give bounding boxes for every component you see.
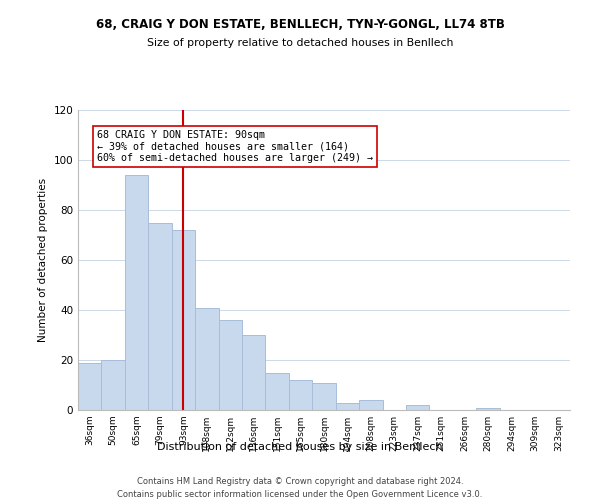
Bar (312, 382, 336, 410)
Bar (406, 405, 430, 410)
Bar (101, 360, 125, 410)
Bar (172, 230, 195, 410)
Bar (148, 222, 172, 410)
Text: 68, CRAIG Y DON ESTATE, BENLLECH, TYN-Y-GONGL, LL74 8TB: 68, CRAIG Y DON ESTATE, BENLLECH, TYN-Y-… (95, 18, 505, 30)
Text: 68 CRAIG Y DON ESTATE: 90sqm
← 39% of detached houses are smaller (164)
60% of s: 68 CRAIG Y DON ESTATE: 90sqm ← 39% of de… (97, 130, 373, 163)
Bar (359, 400, 383, 410)
Bar (289, 380, 312, 410)
Y-axis label: Number of detached properties: Number of detached properties (38, 178, 48, 342)
Bar (218, 320, 242, 410)
Bar (476, 408, 500, 410)
Bar (265, 372, 289, 410)
Bar (242, 335, 265, 410)
Bar (78, 362, 101, 410)
Text: Contains public sector information licensed under the Open Government Licence v3: Contains public sector information licen… (118, 490, 482, 499)
Bar (336, 402, 359, 410)
Text: Contains HM Land Registry data © Crown copyright and database right 2024.: Contains HM Land Registry data © Crown c… (137, 478, 463, 486)
Text: Distribution of detached houses by size in Benllech: Distribution of detached houses by size … (157, 442, 443, 452)
Text: Size of property relative to detached houses in Benllech: Size of property relative to detached ho… (147, 38, 453, 48)
Bar (125, 175, 148, 410)
Bar (195, 308, 218, 410)
